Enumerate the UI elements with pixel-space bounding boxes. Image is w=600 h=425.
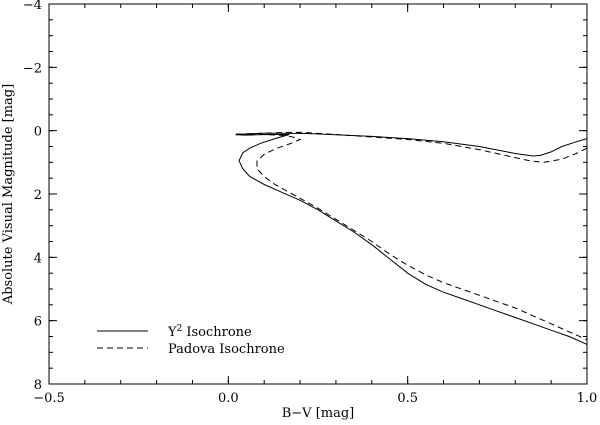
series-line-y2-isochrone	[235, 132, 588, 345]
y-tick-label: 6	[34, 315, 42, 330]
x-tick-label: 0.5	[397, 391, 418, 406]
x-tick-label: 1.0	[577, 391, 598, 406]
legend: Y2 Isochrone Padova Isochrone	[97, 324, 285, 357]
y-tick-label: 4	[34, 251, 42, 266]
y-tick-label: 8	[34, 378, 42, 393]
x-tick-label: −0.5	[33, 391, 65, 406]
series-layer	[235, 131, 588, 345]
legend-label-y2-prefix: Y	[167, 325, 177, 340]
legend-label-y2-rest: Isochrone	[186, 325, 252, 340]
y-tick-label: −4	[23, 0, 42, 13]
x-axis-title: B−V [mag]	[282, 406, 355, 421]
legend-label-y2: Y2 Isochrone	[167, 324, 252, 340]
plot-frame	[48, 3, 588, 385]
legend-label-padova: Padova Isochrone	[168, 342, 285, 357]
y-tick-label: 0	[34, 125, 42, 140]
legend-label-y2-superscript: 2	[177, 324, 183, 334]
y-axis-title: Absolute Visual Magnitude [mag]	[1, 84, 16, 305]
y-tick-label: −2	[23, 61, 42, 76]
ticks-layer: −0.5 0.0 0.5 1.0 −4 −2 0 2 4 6 8	[23, 0, 598, 406]
y-tick-label: 2	[34, 188, 42, 203]
x-tick-label: 0.0	[218, 391, 239, 406]
series-line-padova-isochrone	[235, 131, 588, 341]
